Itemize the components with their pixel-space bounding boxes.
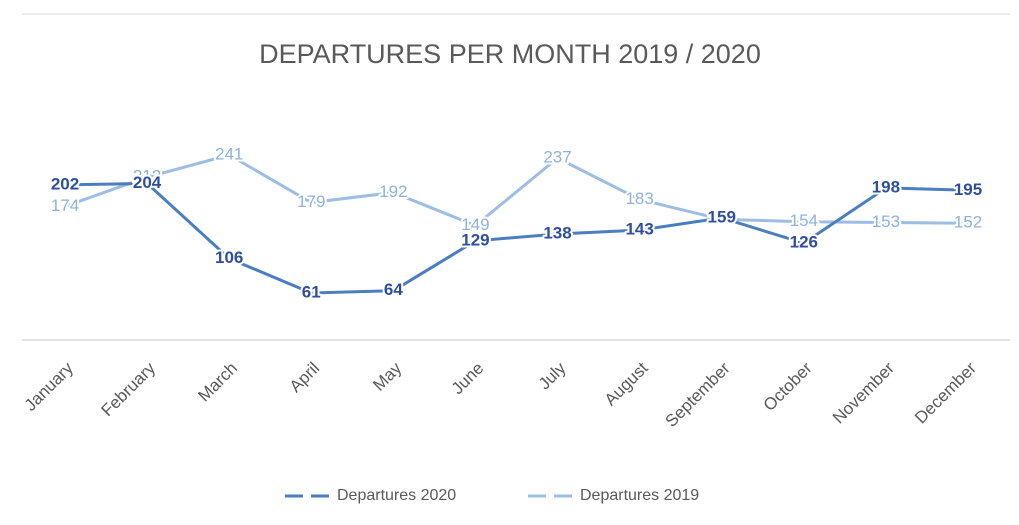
data-label: 192 (379, 182, 407, 201)
data-label: 138 (543, 223, 571, 242)
data-label: 153 (872, 212, 900, 231)
chart-title: DEPARTURES PER MONTH 2019 / 2020 (259, 39, 761, 69)
data-label: 157 (708, 209, 736, 228)
data-label: 241 (215, 144, 243, 163)
x-tick-label: March (194, 359, 241, 406)
data-label: 143 (625, 220, 653, 239)
x-tick-label: April (286, 359, 323, 396)
legend-label: Departures 2019 (580, 487, 699, 504)
data-label: 159 (708, 207, 736, 226)
x-tick-label: January (21, 358, 78, 415)
data-label: 174 (51, 196, 79, 215)
data-label: 195 (954, 180, 982, 199)
data-label: 154 (790, 211, 818, 230)
x-tick-label: August (601, 358, 652, 409)
x-tick-label: June (448, 359, 488, 399)
series-line (64, 181, 969, 295)
x-tick-label: December (911, 358, 980, 427)
x-tick-label: November (829, 358, 898, 427)
data-label: 212 (133, 167, 161, 186)
data-label: 179 (297, 192, 325, 211)
data-label: 152 (954, 213, 982, 232)
legend-label: Departures 2020 (337, 487, 456, 504)
series-line (64, 153, 969, 228)
data-label: 106 (215, 248, 243, 267)
data-label: 64 (384, 280, 403, 299)
data-label: 202 (51, 174, 79, 193)
data-label: 237 (543, 148, 571, 167)
x-tick-label: July (535, 358, 570, 393)
x-tick-label: February (98, 358, 160, 420)
data-label: 204 (133, 173, 162, 192)
x-tick-label: October (760, 358, 816, 414)
data-label: 149 (461, 215, 489, 234)
data-label: 129 (461, 230, 489, 249)
data-label: 198 (872, 177, 900, 196)
data-label: 183 (625, 189, 653, 208)
x-tick-label: May (369, 358, 405, 394)
x-tick-label: September (661, 358, 733, 430)
data-label: 126 (790, 233, 818, 252)
data-label: 61 (302, 282, 321, 301)
